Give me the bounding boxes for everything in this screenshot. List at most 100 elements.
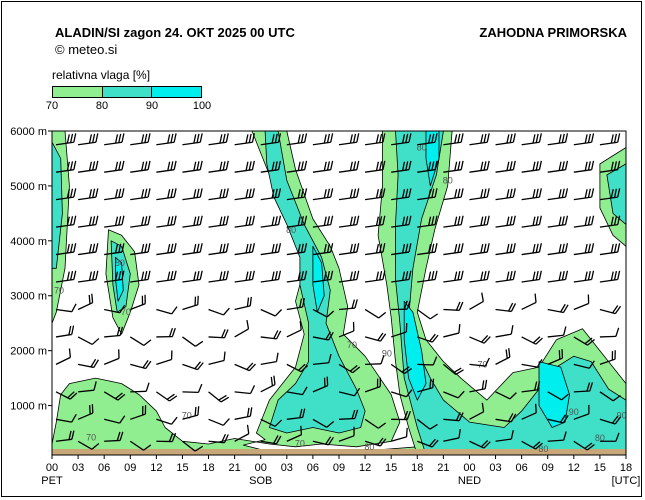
- barb-flag: [612, 394, 621, 402]
- wind-barb: [417, 438, 439, 448]
- contour-label-12: 80: [364, 442, 374, 452]
- barb-flag: [563, 431, 567, 441]
- wind-barb: [443, 243, 464, 256]
- barb-flag: [406, 410, 412, 420]
- barb-flag: [90, 358, 97, 368]
- barb-flag: [166, 393, 175, 400]
- barb-shaft: [547, 439, 564, 442]
- barb-flag: [246, 362, 254, 370]
- barb-flag: [405, 188, 409, 198]
- barb-flag: [641, 216, 643, 225]
- barb-flag: [379, 188, 383, 198]
- barb-flag: [480, 244, 484, 254]
- wind-barb: [443, 412, 464, 422]
- wind-barb: [443, 324, 461, 338]
- wind-barb: [599, 243, 621, 256]
- barb-flag: [222, 243, 226, 253]
- barb-flag: [610, 244, 614, 254]
- wind-barb: [234, 188, 255, 201]
- barb-flag: [584, 189, 588, 199]
- barb-flag: [561, 161, 565, 171]
- barb-flag: [69, 133, 74, 143]
- barb-shaft: [443, 437, 460, 442]
- barb-flag: [68, 430, 72, 440]
- wind-barb: [625, 281, 626, 283]
- barb-flag: [352, 188, 357, 198]
- barb-flag: [223, 307, 230, 316]
- barb-flag: [434, 270, 438, 280]
- barb-flag: [300, 216, 304, 226]
- barb-flag: [428, 161, 432, 171]
- barb-flag: [326, 243, 331, 253]
- barb-flag: [245, 244, 249, 254]
- region-title: ZAHODNA PRIMORSKA: [479, 25, 627, 40]
- barb-flag: [532, 271, 536, 281]
- barb-shaft: [573, 302, 589, 311]
- barb-flag: [617, 133, 621, 143]
- barb-flag: [221, 329, 226, 338]
- barb-flag: [483, 216, 487, 226]
- barb-flag: [88, 189, 93, 199]
- barb-shaft: [260, 360, 277, 366]
- barb-flag: [196, 161, 200, 171]
- barb-flag: [615, 432, 620, 442]
- barb-flag: [507, 413, 514, 422]
- barb-flag: [297, 271, 301, 281]
- barb-flag: [610, 189, 614, 199]
- barb-flag: [277, 215, 282, 225]
- wind-barb: [442, 363, 464, 376]
- day-label: PET: [41, 475, 63, 487]
- barb-flag: [538, 188, 542, 198]
- contour-label-15: 90: [569, 407, 579, 417]
- barb-flag: [251, 243, 255, 253]
- wind-barb: [365, 215, 386, 228]
- wind-barb: [365, 355, 385, 366]
- barb-flag: [405, 161, 409, 171]
- barb-flag: [118, 133, 122, 143]
- barb-shaft: [495, 391, 511, 400]
- barb-flag: [610, 216, 614, 226]
- wind-barb: [286, 188, 308, 201]
- barb-flag: [330, 270, 334, 280]
- barb-flag: [486, 188, 490, 198]
- barb-flag: [535, 216, 539, 226]
- barb-flag: [225, 270, 229, 280]
- barb-flag: [354, 409, 359, 419]
- contour-label-4: 70: [347, 340, 357, 350]
- wind-barb: [55, 348, 72, 365]
- barb-flag: [558, 271, 562, 281]
- wind-barb: [547, 270, 569, 283]
- wind-barb: [260, 270, 282, 283]
- barb-flag: [428, 271, 432, 281]
- barb-flag: [612, 305, 619, 314]
- barb-flag: [196, 133, 200, 143]
- wind-barb: [547, 303, 569, 314]
- barb-flag: [326, 133, 331, 143]
- barb-flag: [225, 160, 229, 170]
- barb-flag: [586, 444, 595, 451]
- barb-flag: [532, 216, 536, 226]
- wind-barb: [391, 160, 412, 173]
- wind-barb: [182, 243, 203, 256]
- y-tick-label: 2000 m: [10, 346, 47, 358]
- barb-shaft: [234, 328, 249, 338]
- wind-barb: [208, 160, 229, 173]
- barb-flag: [558, 134, 562, 144]
- wind-barb: [312, 376, 329, 393]
- barb-flag: [641, 161, 643, 170]
- wind-barb: [495, 348, 511, 365]
- barb-shaft: [416, 418, 431, 430]
- barb-flag: [380, 355, 385, 365]
- barb-flag: [95, 160, 99, 170]
- wind-barb: [312, 243, 334, 256]
- barb-flag: [483, 441, 491, 449]
- wind-barb: [469, 335, 491, 344]
- wind-barb: [130, 294, 146, 311]
- barb-shaft: [625, 308, 626, 310]
- barb-shaft: [390, 331, 407, 338]
- wind-barb: [495, 430, 514, 442]
- barb-flag: [300, 425, 303, 435]
- barb-flag: [458, 428, 461, 439]
- barb-flag: [532, 189, 536, 199]
